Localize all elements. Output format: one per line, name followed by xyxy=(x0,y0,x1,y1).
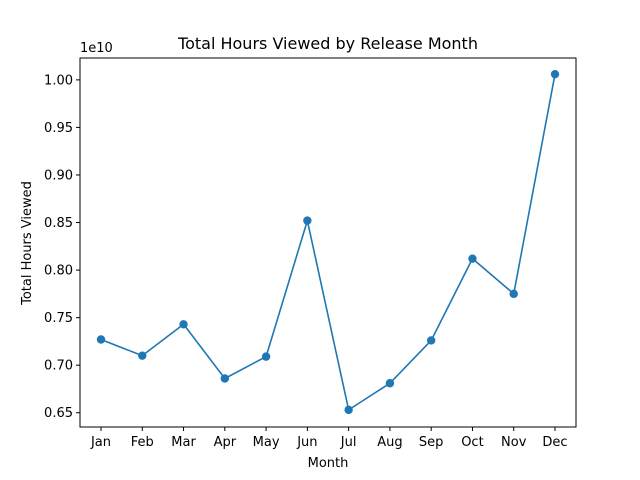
data-point xyxy=(179,320,188,329)
x-tick-label: Mar xyxy=(171,435,196,450)
plot-area xyxy=(79,57,577,428)
data-point xyxy=(385,379,395,388)
data-point xyxy=(468,254,477,263)
y-tick-label: 0.70 xyxy=(44,359,73,374)
data-point xyxy=(303,216,312,225)
x-tick-label: Nov xyxy=(501,435,527,450)
data-point xyxy=(344,405,353,415)
data-point xyxy=(220,374,230,383)
y-axis-label: Total Hours Viewed xyxy=(20,181,35,306)
chart-title: Total Hours Viewed by Release Month xyxy=(177,34,478,53)
y-axis-offset-label: 1e10 xyxy=(80,41,113,56)
x-tick-label: Oct xyxy=(461,435,483,450)
x-tick-label: Dec xyxy=(542,435,567,450)
y-axis: 0.65 0.70 0.75 0.80 0.85 0.90 0.95 1.00 xyxy=(44,73,80,421)
data-point xyxy=(550,69,560,79)
y-tick-label: 1.00 xyxy=(44,73,73,88)
x-axis: Jan Feb Mar Apr May Jun Jul Aug Sep Oct Nov Dec xyxy=(90,427,568,450)
y-tick-label: 0.75 xyxy=(44,311,73,326)
data-point xyxy=(96,335,106,344)
x-tick-label: Feb xyxy=(131,435,154,450)
x-tick-label: Jul xyxy=(340,435,357,450)
y-tick-label: 0.85 xyxy=(44,216,73,231)
x-tick-label: Jun xyxy=(296,435,317,450)
x-tick-label: Jan xyxy=(90,435,111,450)
y-tick-label: 0.65 xyxy=(44,406,73,421)
series-layer xyxy=(96,69,560,415)
x-tick-label: Sep xyxy=(419,435,444,450)
data-point xyxy=(426,336,436,345)
y-tick-label: 0.95 xyxy=(44,121,73,136)
data-point xyxy=(261,352,271,361)
series-line xyxy=(100,74,556,411)
data-point xyxy=(138,351,147,360)
y-tick-label: 0.80 xyxy=(44,264,73,279)
x-tick-label: Aug xyxy=(377,435,402,450)
x-axis-label: Month xyxy=(308,456,349,471)
y-tick-label: 0.90 xyxy=(44,168,73,183)
x-tick-label: May xyxy=(253,435,280,450)
data-point xyxy=(509,289,518,299)
x-tick-label: Apr xyxy=(214,435,237,450)
